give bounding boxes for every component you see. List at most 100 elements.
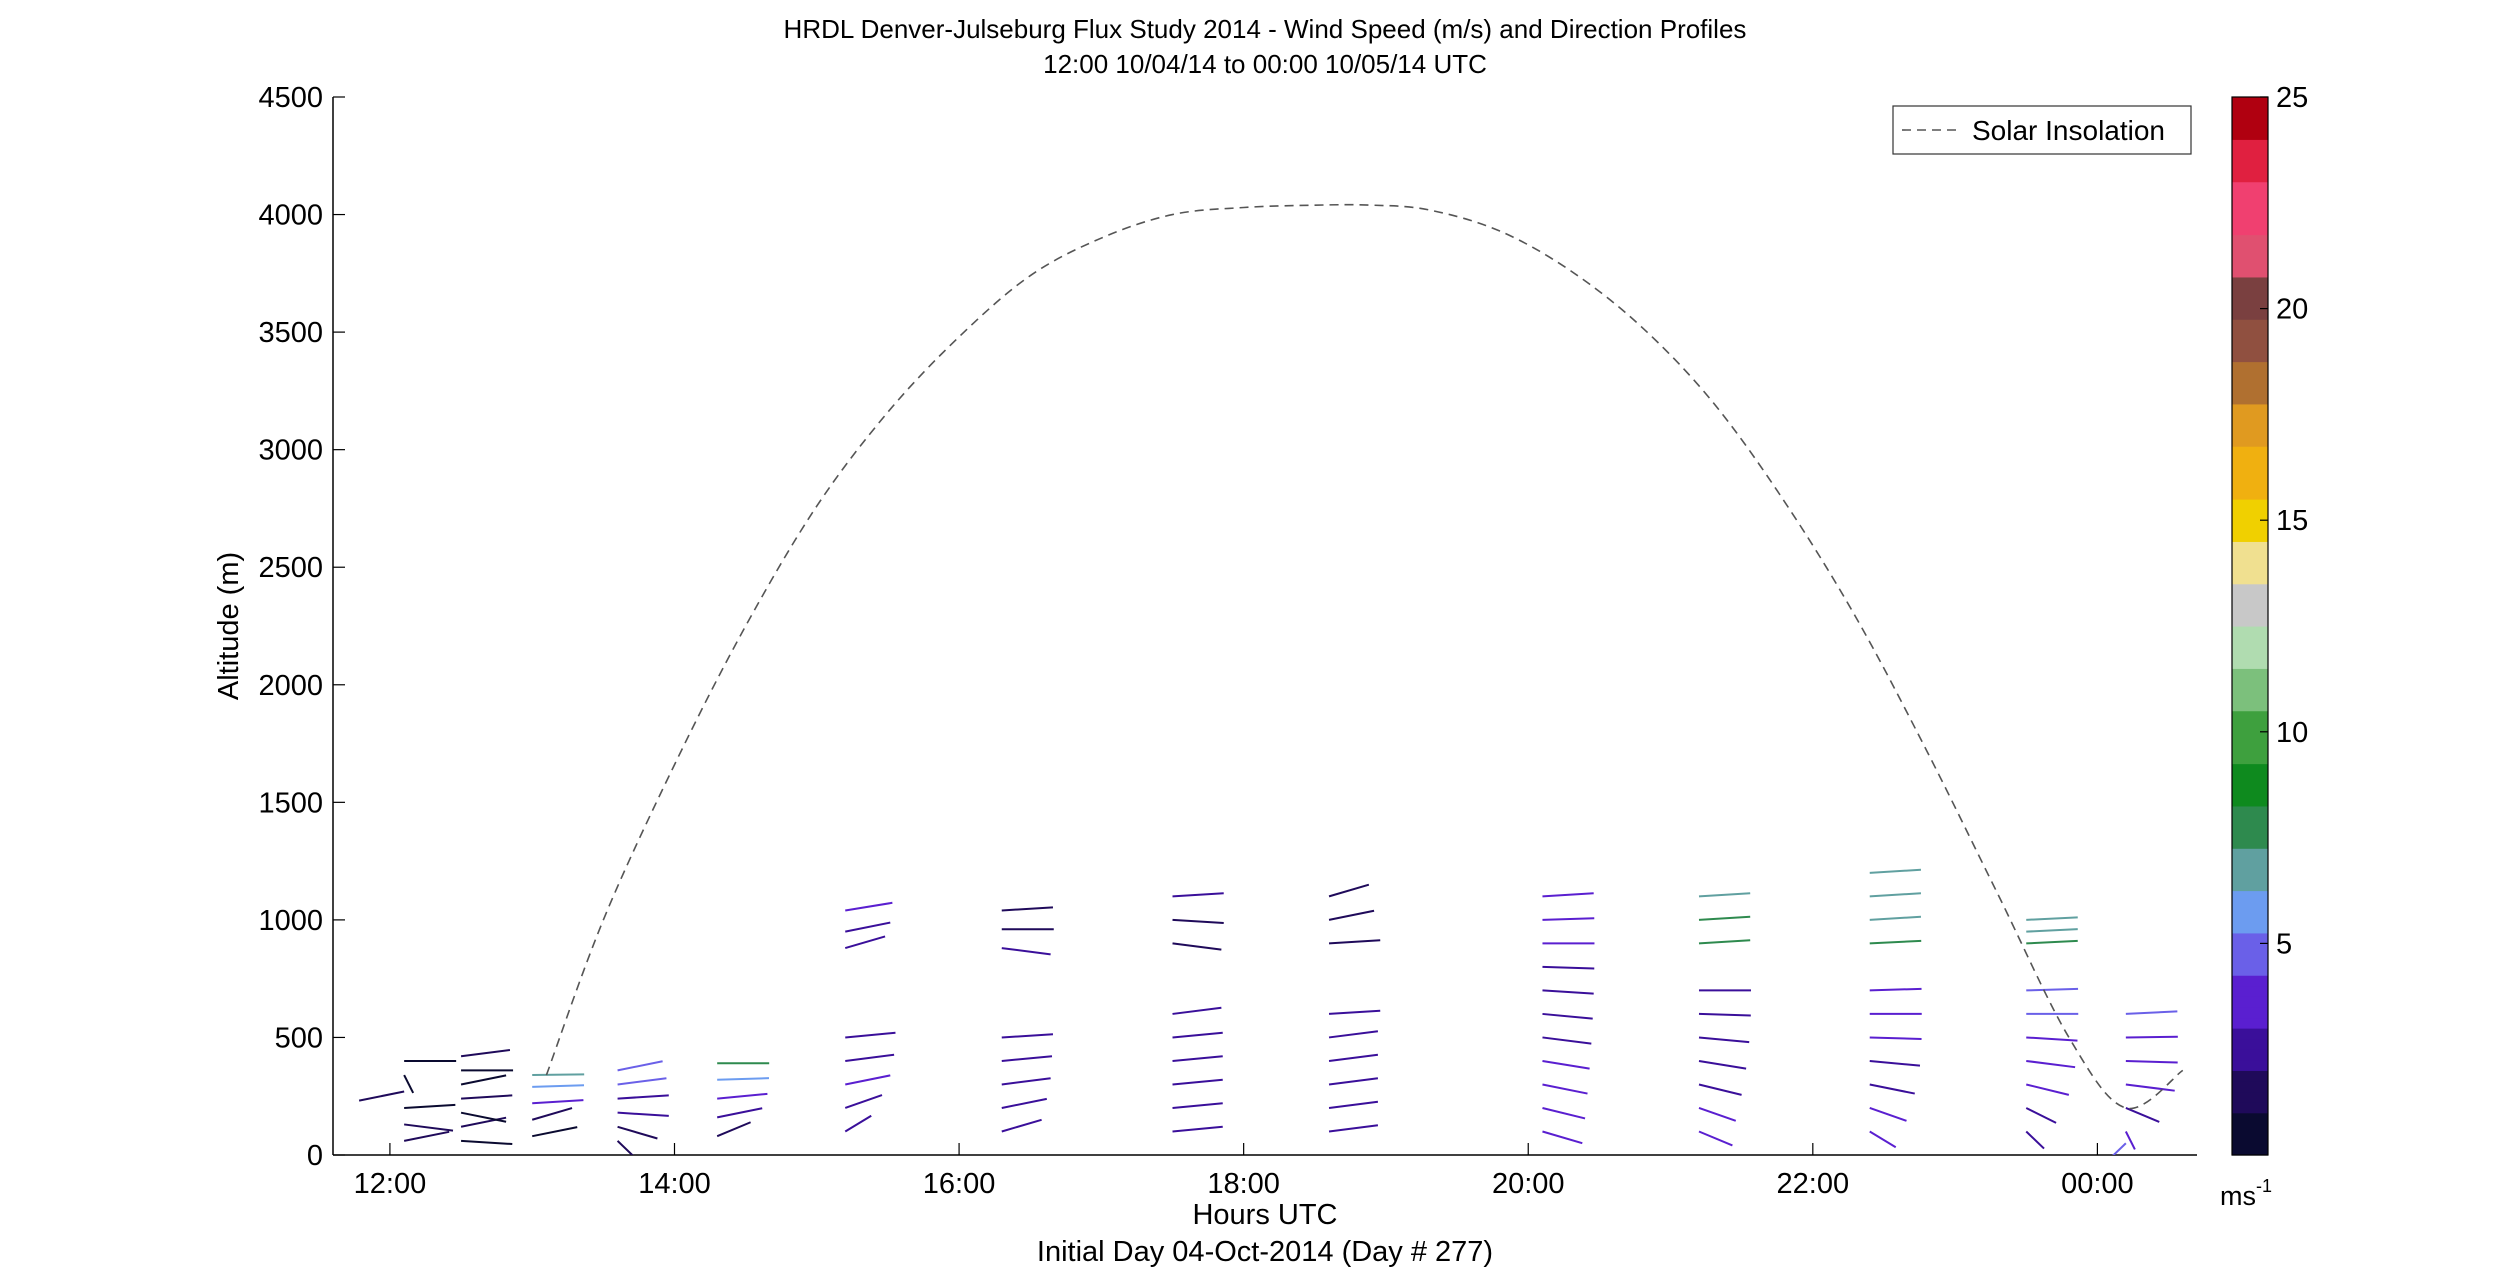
solar-insolation-curve — [545, 203, 2184, 1110]
colorbar-segment — [2232, 488, 2268, 500]
y-axis-ticks: 0 500 1000 1500 2000 2500 3000 3500 4000 4500 — [258, 82, 345, 1172]
colorbar: 5 10 15 20 25 ms-1 — [2220, 82, 2308, 1211]
colorbar-segment — [2232, 943, 2268, 955]
colorbar-segment — [2232, 1006, 2268, 1019]
wind-barb — [460, 1074, 507, 1086]
wind-barb — [1172, 892, 1224, 898]
wind-barb — [717, 1092, 768, 1100]
wind-barb — [617, 1077, 667, 1086]
colorbar-segment — [2232, 329, 2268, 341]
wind-barb — [1869, 1130, 1897, 1149]
colorbar-segment — [2232, 827, 2268, 839]
colorbar-frame — [2231, 96, 2269, 1156]
colorbar-segment — [2232, 456, 2268, 468]
wind-barb — [532, 1099, 584, 1105]
colorbar-segment — [2232, 1049, 2268, 1061]
colorbar-segment — [2232, 668, 2268, 680]
colorbar-segment — [2232, 361, 2268, 373]
colorbar-segment — [2232, 901, 2268, 913]
wind-barb — [1001, 1033, 1054, 1039]
wind-barb — [460, 1111, 507, 1123]
wind-barb — [2125, 1059, 2178, 1064]
wind-barb — [1869, 987, 1922, 992]
wind-barb — [358, 1090, 405, 1102]
colorbar-tick-label: 15 — [2276, 505, 2308, 537]
colorbar-segment — [2232, 604, 2268, 617]
colorbar-segment — [2232, 414, 2268, 426]
y-tick-label: 2500 — [258, 552, 323, 584]
colorbar-segment — [2232, 742, 2268, 754]
colorbar-segment — [2232, 509, 2268, 521]
colorbar-segment — [2232, 298, 2268, 310]
wind-barb — [1869, 915, 1922, 921]
wind-barb — [1172, 942, 1222, 951]
colorbar-segment — [2232, 393, 2268, 405]
colorbar-segment — [2232, 657, 2268, 669]
colorbar-segment — [2232, 922, 2268, 934]
wind-barb — [1172, 918, 1224, 925]
wind-barb — [1698, 915, 1751, 921]
colorbar-segment — [2232, 594, 2268, 606]
wind-barb — [1001, 1077, 1051, 1086]
colorbar-segment — [2232, 97, 2268, 109]
colorbar-segment — [2232, 319, 2268, 331]
colorbar-segment — [2232, 805, 2268, 818]
wind-barb — [1328, 1100, 1379, 1109]
colorbar-segment — [2232, 276, 2268, 289]
x-tick-label: 12:00 — [354, 1168, 427, 1200]
colorbar-tick-label: 5 — [2276, 928, 2292, 960]
colorbar-segment — [2232, 1038, 2268, 1050]
colorbar-segment — [2232, 551, 2268, 564]
colorbar-segment — [2232, 266, 2268, 278]
wind-barb — [1698, 939, 1751, 945]
colorbar-segment — [2232, 721, 2268, 733]
colorbar-segment — [2232, 700, 2268, 712]
colorbar-segment — [2232, 890, 2268, 902]
wind-barb — [845, 1053, 895, 1062]
colorbar-segment — [2232, 118, 2268, 130]
legend: Solar Insolation — [1892, 105, 2192, 155]
colorbar-segment — [2232, 446, 2268, 458]
colorbar-segment — [2232, 752, 2268, 765]
wind-barb — [1172, 1078, 1223, 1086]
wind-barb — [617, 1060, 663, 1072]
wind-barb — [460, 1049, 511, 1058]
wind-barb — [2125, 1107, 2160, 1123]
wind-barb — [716, 1107, 763, 1119]
y-tick-label: 2000 — [258, 670, 323, 702]
colorbar-segment — [2232, 964, 2268, 976]
wind-barb — [844, 935, 886, 950]
colorbar-segment — [2232, 848, 2268, 860]
colorbar-segment — [2232, 499, 2268, 511]
colorbar-segment — [2232, 171, 2268, 183]
wind-barb — [845, 921, 891, 933]
wind-barb — [2026, 987, 2079, 992]
wind-barb — [1869, 1107, 1907, 1122]
wind-barb — [1328, 1077, 1379, 1086]
wind-barb — [2026, 928, 2078, 933]
colorbar-segment — [2232, 879, 2268, 892]
wind-barb — [1542, 1059, 1590, 1070]
wind-barb — [2026, 916, 2078, 921]
colorbar-segment — [2232, 308, 2268, 320]
wind-barb — [1001, 1055, 1053, 1062]
wind-barb — [1328, 939, 1381, 945]
wind-barb — [1869, 1036, 1922, 1041]
colorbar-segment — [2232, 1102, 2268, 1114]
colorbar-segment — [2232, 626, 2268, 638]
wind-barb — [531, 1107, 573, 1121]
x-tick-label: 16:00 — [923, 1168, 996, 1200]
colorbar-segment — [2232, 1059, 2268, 1071]
colorbar-segment — [2232, 520, 2268, 532]
y-tick-label: 500 — [275, 1022, 323, 1054]
wind-barb — [1698, 1083, 1742, 1096]
colorbar-segment — [2232, 213, 2268, 225]
x-tick-label: 14:00 — [638, 1168, 711, 1200]
wind-barb — [1869, 939, 1922, 945]
legend-box — [1892, 105, 2192, 155]
colorbar-segment — [2232, 763, 2268, 775]
wind-barb — [1698, 1012, 1751, 1017]
x-tick-label: 00:00 — [2061, 1168, 2134, 1200]
chart-subtitle: 12:00 10/04/14 to 00:00 10/05/14 UTC — [1043, 49, 1487, 79]
